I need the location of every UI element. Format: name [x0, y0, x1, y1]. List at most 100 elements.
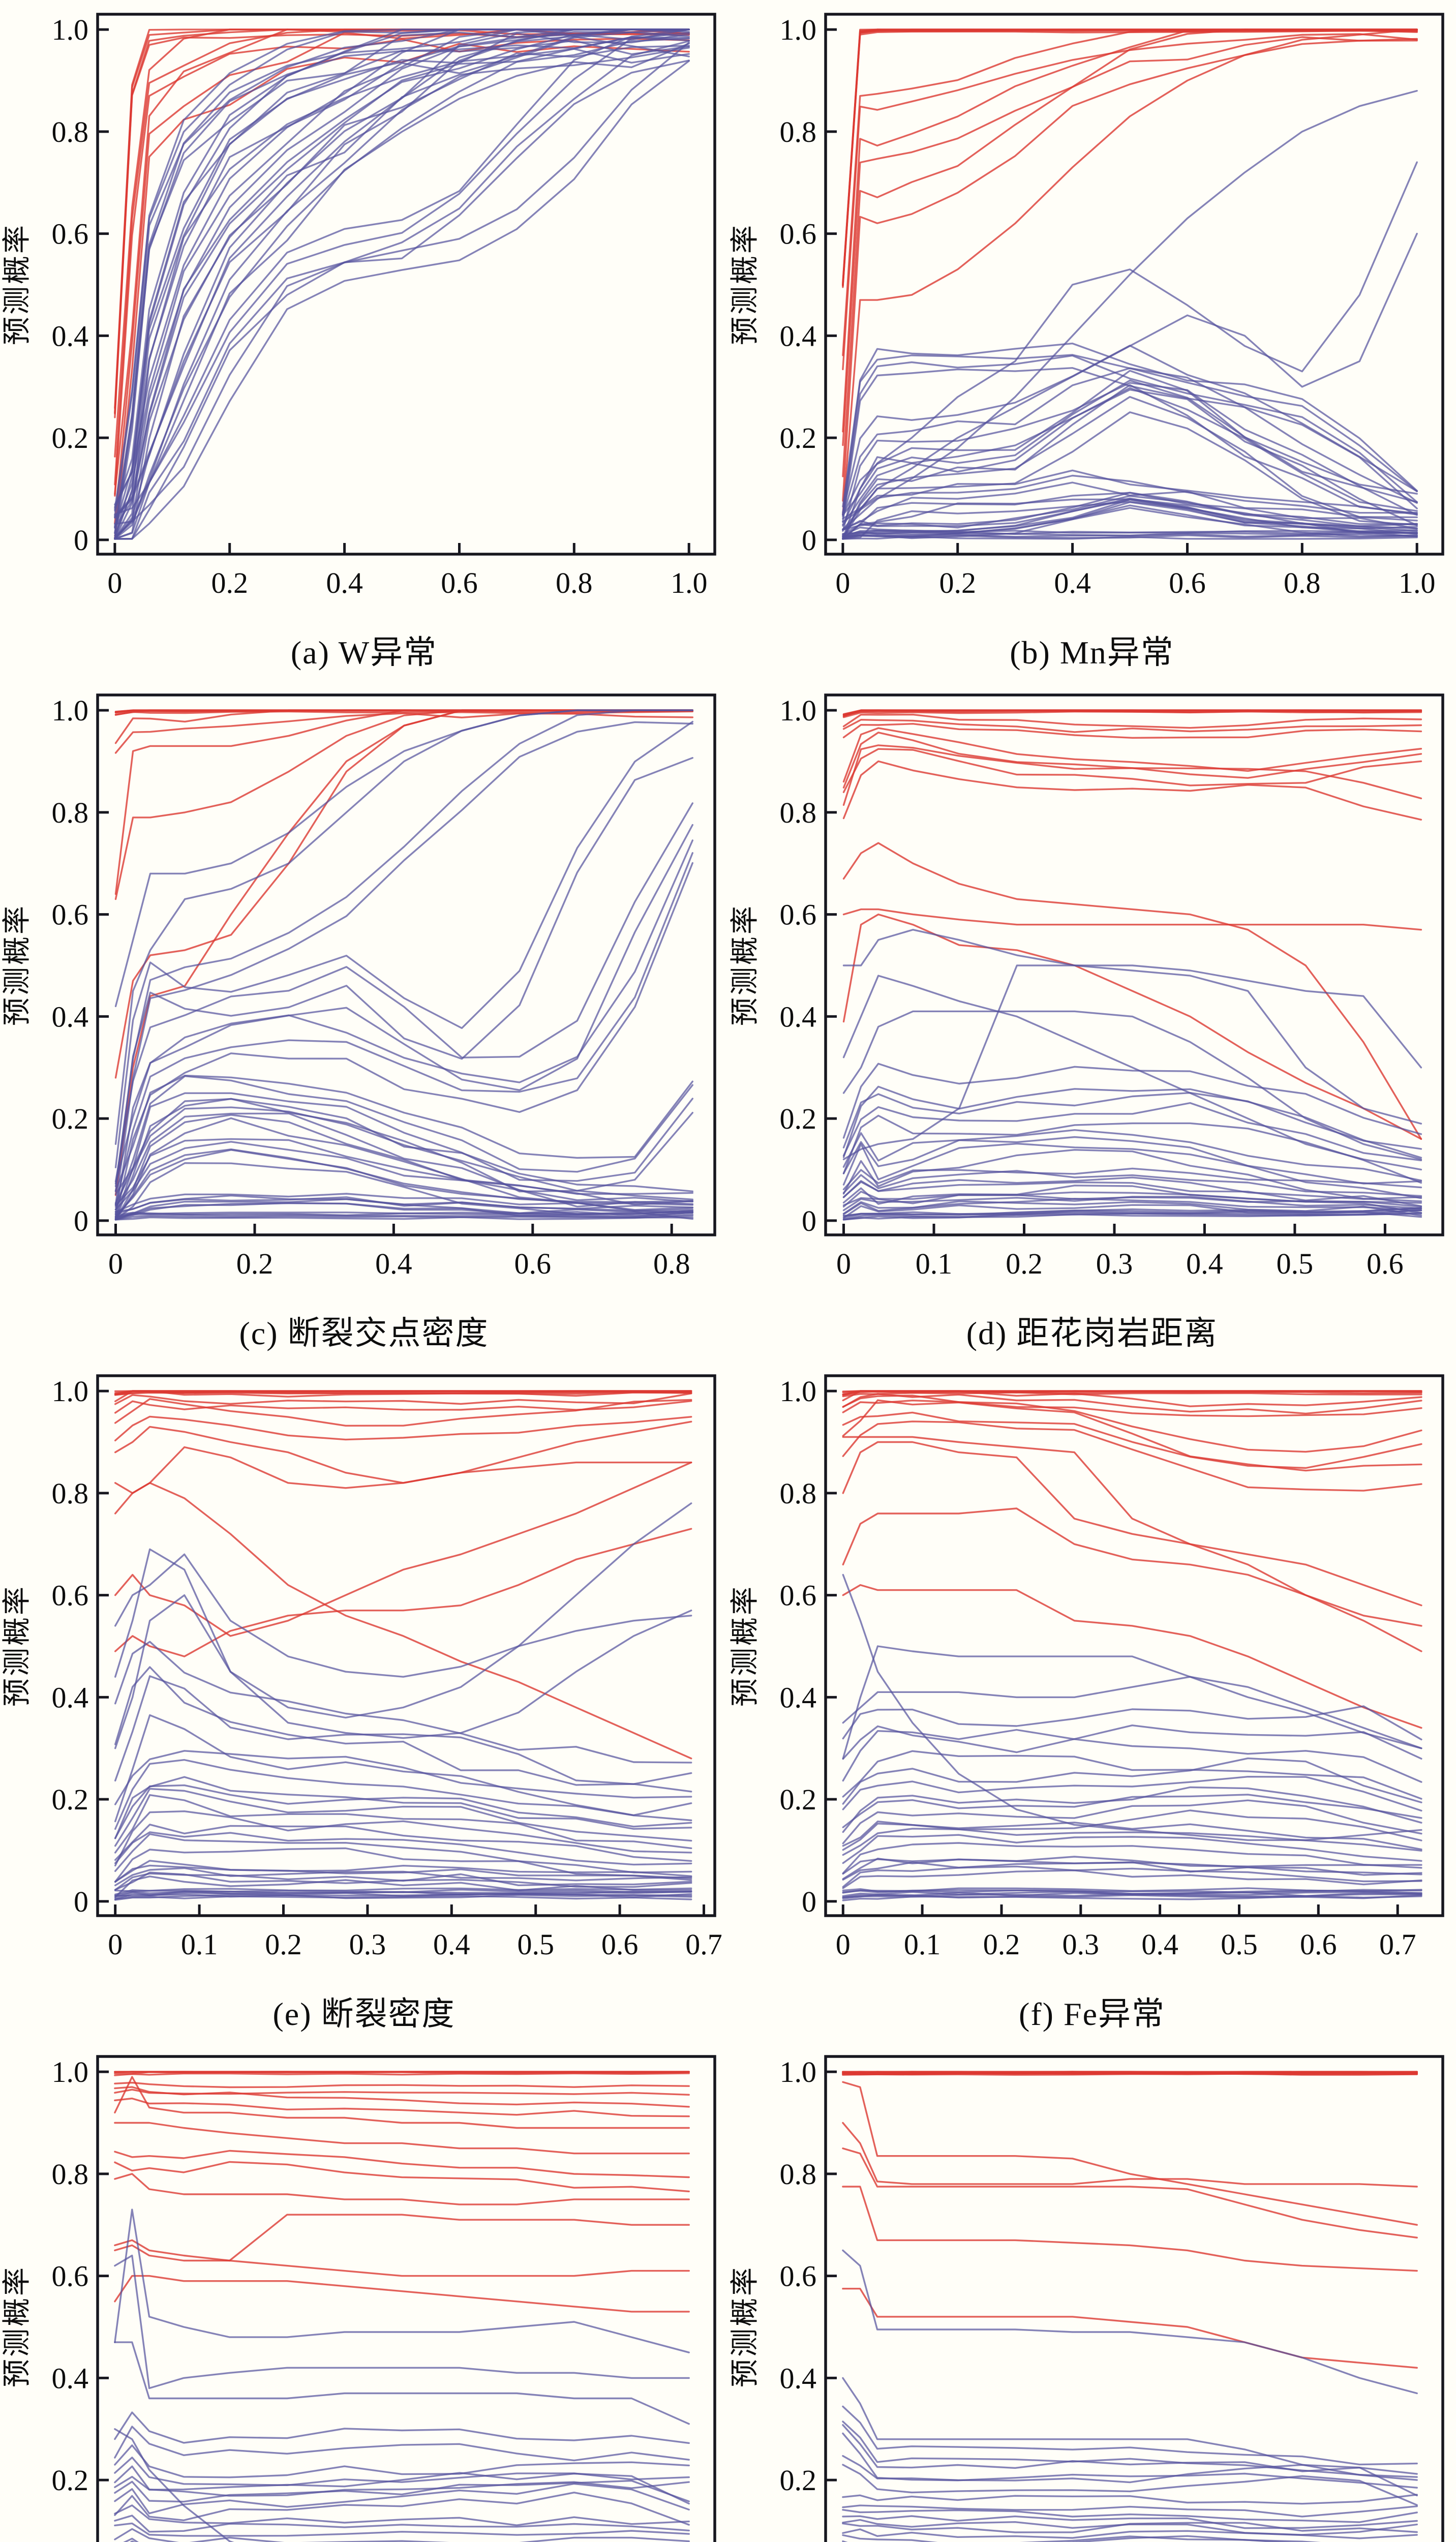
plot-frame [96, 2055, 716, 2542]
ice-curve-red [114, 28, 690, 409]
x-tick-label: 0.8 [1284, 566, 1321, 599]
x-tick-label: 0 [108, 1928, 123, 1961]
ice-curve-blue [842, 2504, 1418, 2518]
ice-curve-red [842, 1436, 1422, 1607]
subplot-e-caption: (e) 断裂密度 [272, 1996, 456, 2032]
ice-curve-red [842, 28, 1418, 285]
x-tick-label: 0.5 [1277, 1247, 1314, 1280]
ice-curve-blue [842, 1865, 1422, 1888]
y-tick-label: 0.6 [780, 898, 817, 931]
ice-curve-blue [114, 1666, 692, 1793]
y-tick-label: 0.2 [52, 1783, 89, 1816]
ice-curve-blue [114, 2472, 690, 2505]
ice-curve-blue [114, 2515, 690, 2533]
y-axis-title: 预测概率 [2, 1585, 33, 1707]
x-tick-label: 0.1 [904, 1928, 941, 1961]
y-tick-label: 0.6 [52, 1579, 89, 1612]
y-tick-label: 0 [802, 524, 816, 557]
ice-curve-blue [114, 1138, 694, 1206]
ice-curve-red [842, 38, 1418, 502]
ice-curve-red [842, 713, 1422, 729]
ice-curve-blue [842, 1794, 1422, 1828]
ice-curve-blue [114, 1074, 694, 1192]
ice-curve-red [114, 1528, 692, 1657]
ice-curve-red [114, 43, 690, 540]
ice-curve-red [114, 1415, 692, 1442]
ice-curve-red [842, 28, 1418, 286]
ice-curve-blue [114, 1112, 694, 1208]
y-tick-label: 0.4 [52, 2362, 89, 2395]
ice-curve-blue [842, 1828, 1422, 1856]
ice-curve-blue [842, 411, 1418, 540]
ice-curve-blue [842, 529, 1418, 535]
x-tick-label: 0.2 [939, 566, 976, 599]
ice-curve-blue [114, 1106, 694, 1204]
ice-curve-red [842, 727, 1422, 783]
ice-curve-blue [842, 396, 1418, 540]
y-axis-title: 预测概率 [730, 1585, 761, 1707]
y-tick-label: 0.2 [780, 2464, 817, 2497]
ice-curve-blue [114, 2254, 690, 2389]
x-tick-label: 0.3 [1063, 1928, 1100, 1961]
y-tick-label: 0.4 [780, 2362, 817, 2395]
subplot-e-plot: 0 0.1 0.2 0.3 0.4 0.5 0.6 0.7 0 0.2 0.4 0.6 0.8 1.0 预测… [2, 1374, 722, 1961]
ice-curve-red [842, 744, 1422, 806]
ice-curve-blue [842, 1170, 1422, 1197]
ice-curve-blue [114, 1872, 692, 1891]
ice-curve-blue [114, 2522, 690, 2537]
ice-curve-blue [114, 839, 694, 1185]
ice-curve-blue [842, 1212, 1422, 1221]
y-tick-label: 1.0 [780, 2055, 817, 2089]
ice-curve-blue [114, 1833, 692, 1873]
y-tick-label: 0.4 [780, 1000, 817, 1033]
subplot-e: 0 0.1 0.2 0.3 0.4 0.5 0.6 0.7 0 0.2 0.4 0.6 0.8 1.0 预测… [0, 1361, 728, 2042]
ice-curve-blue [114, 28, 690, 518]
subplot-a-caption: (a) W异常 [290, 634, 438, 671]
ice-curve-red [114, 1398, 692, 1427]
ice-curve-red [842, 28, 1418, 286]
ice-curve-red [842, 1399, 1422, 1472]
ice-curve-red [842, 1411, 1422, 1469]
y-tick-label: 0.6 [52, 898, 89, 931]
ice-curve-red [842, 2122, 1418, 2188]
y-tick-label: 0.8 [52, 2158, 89, 2191]
ice-curve-blue [842, 2515, 1418, 2529]
x-tick-label: 0.4 [375, 1247, 412, 1280]
ice-curve-blue [842, 1010, 1422, 1161]
ice-curve-blue [114, 2444, 690, 2478]
ice-curve-blue [114, 1641, 692, 1764]
subplot-d-plot: 0 0.1 0.2 0.3 0.4 0.5 0.6 0 0.2 0.4 0.6 0.8 1.0 预测概率 [730, 693, 1444, 1280]
ice-curve-red [114, 709, 694, 1079]
y-tick-label: 0.8 [52, 1477, 89, 1510]
ice-curve-red [842, 1390, 1422, 1407]
ice-curve-blue [842, 469, 1418, 520]
ice-curve-blue [114, 1114, 694, 1221]
y-tick-label: 0.8 [52, 115, 89, 148]
y-tick-label: 0.4 [52, 1681, 89, 1714]
ice-curve-blue [114, 28, 690, 528]
subplot-d-caption: (d) 距花岗岩距离 [966, 1315, 1218, 1351]
y-tick-label: 1.0 [52, 13, 89, 46]
y-tick-label: 0.6 [52, 218, 89, 251]
ice-curve-blue [842, 1129, 1422, 1182]
ice-curve-blue [114, 756, 694, 1193]
ice-curve-red [114, 2161, 690, 2193]
ice-curve-red [842, 29, 1418, 287]
x-tick-label: 0.4 [1186, 1247, 1223, 1280]
ice-curve-blue [842, 1102, 1422, 1162]
ice-curve-red [842, 748, 1422, 793]
ice-curve-red [842, 2147, 1418, 2238]
subplot-b-plot: 0 0.2 0.4 0.6 0.8 1.0 0 0.2 0.4 0.6 0.8 1.0 预测概率 [730, 13, 1444, 599]
ice-curve-red [842, 1584, 1422, 1729]
ice-curve-blue [842, 367, 1418, 518]
ice-curve-blue [114, 28, 690, 516]
ice-curve-blue [114, 1864, 692, 1883]
x-tick-label: 0.5 [1221, 1928, 1258, 1961]
subplot-d: 0 0.1 0.2 0.3 0.4 0.5 0.6 0 0.2 0.4 0.6 0.8 1.0 预测概率 … [728, 681, 1456, 1361]
y-tick-label: 0.6 [780, 218, 817, 251]
ice-curve-blue [842, 474, 1418, 523]
y-axis-title: 预测概率 [730, 223, 761, 345]
ice-curve-blue [842, 1114, 1422, 1184]
ice-curve-blue [114, 2411, 690, 2444]
